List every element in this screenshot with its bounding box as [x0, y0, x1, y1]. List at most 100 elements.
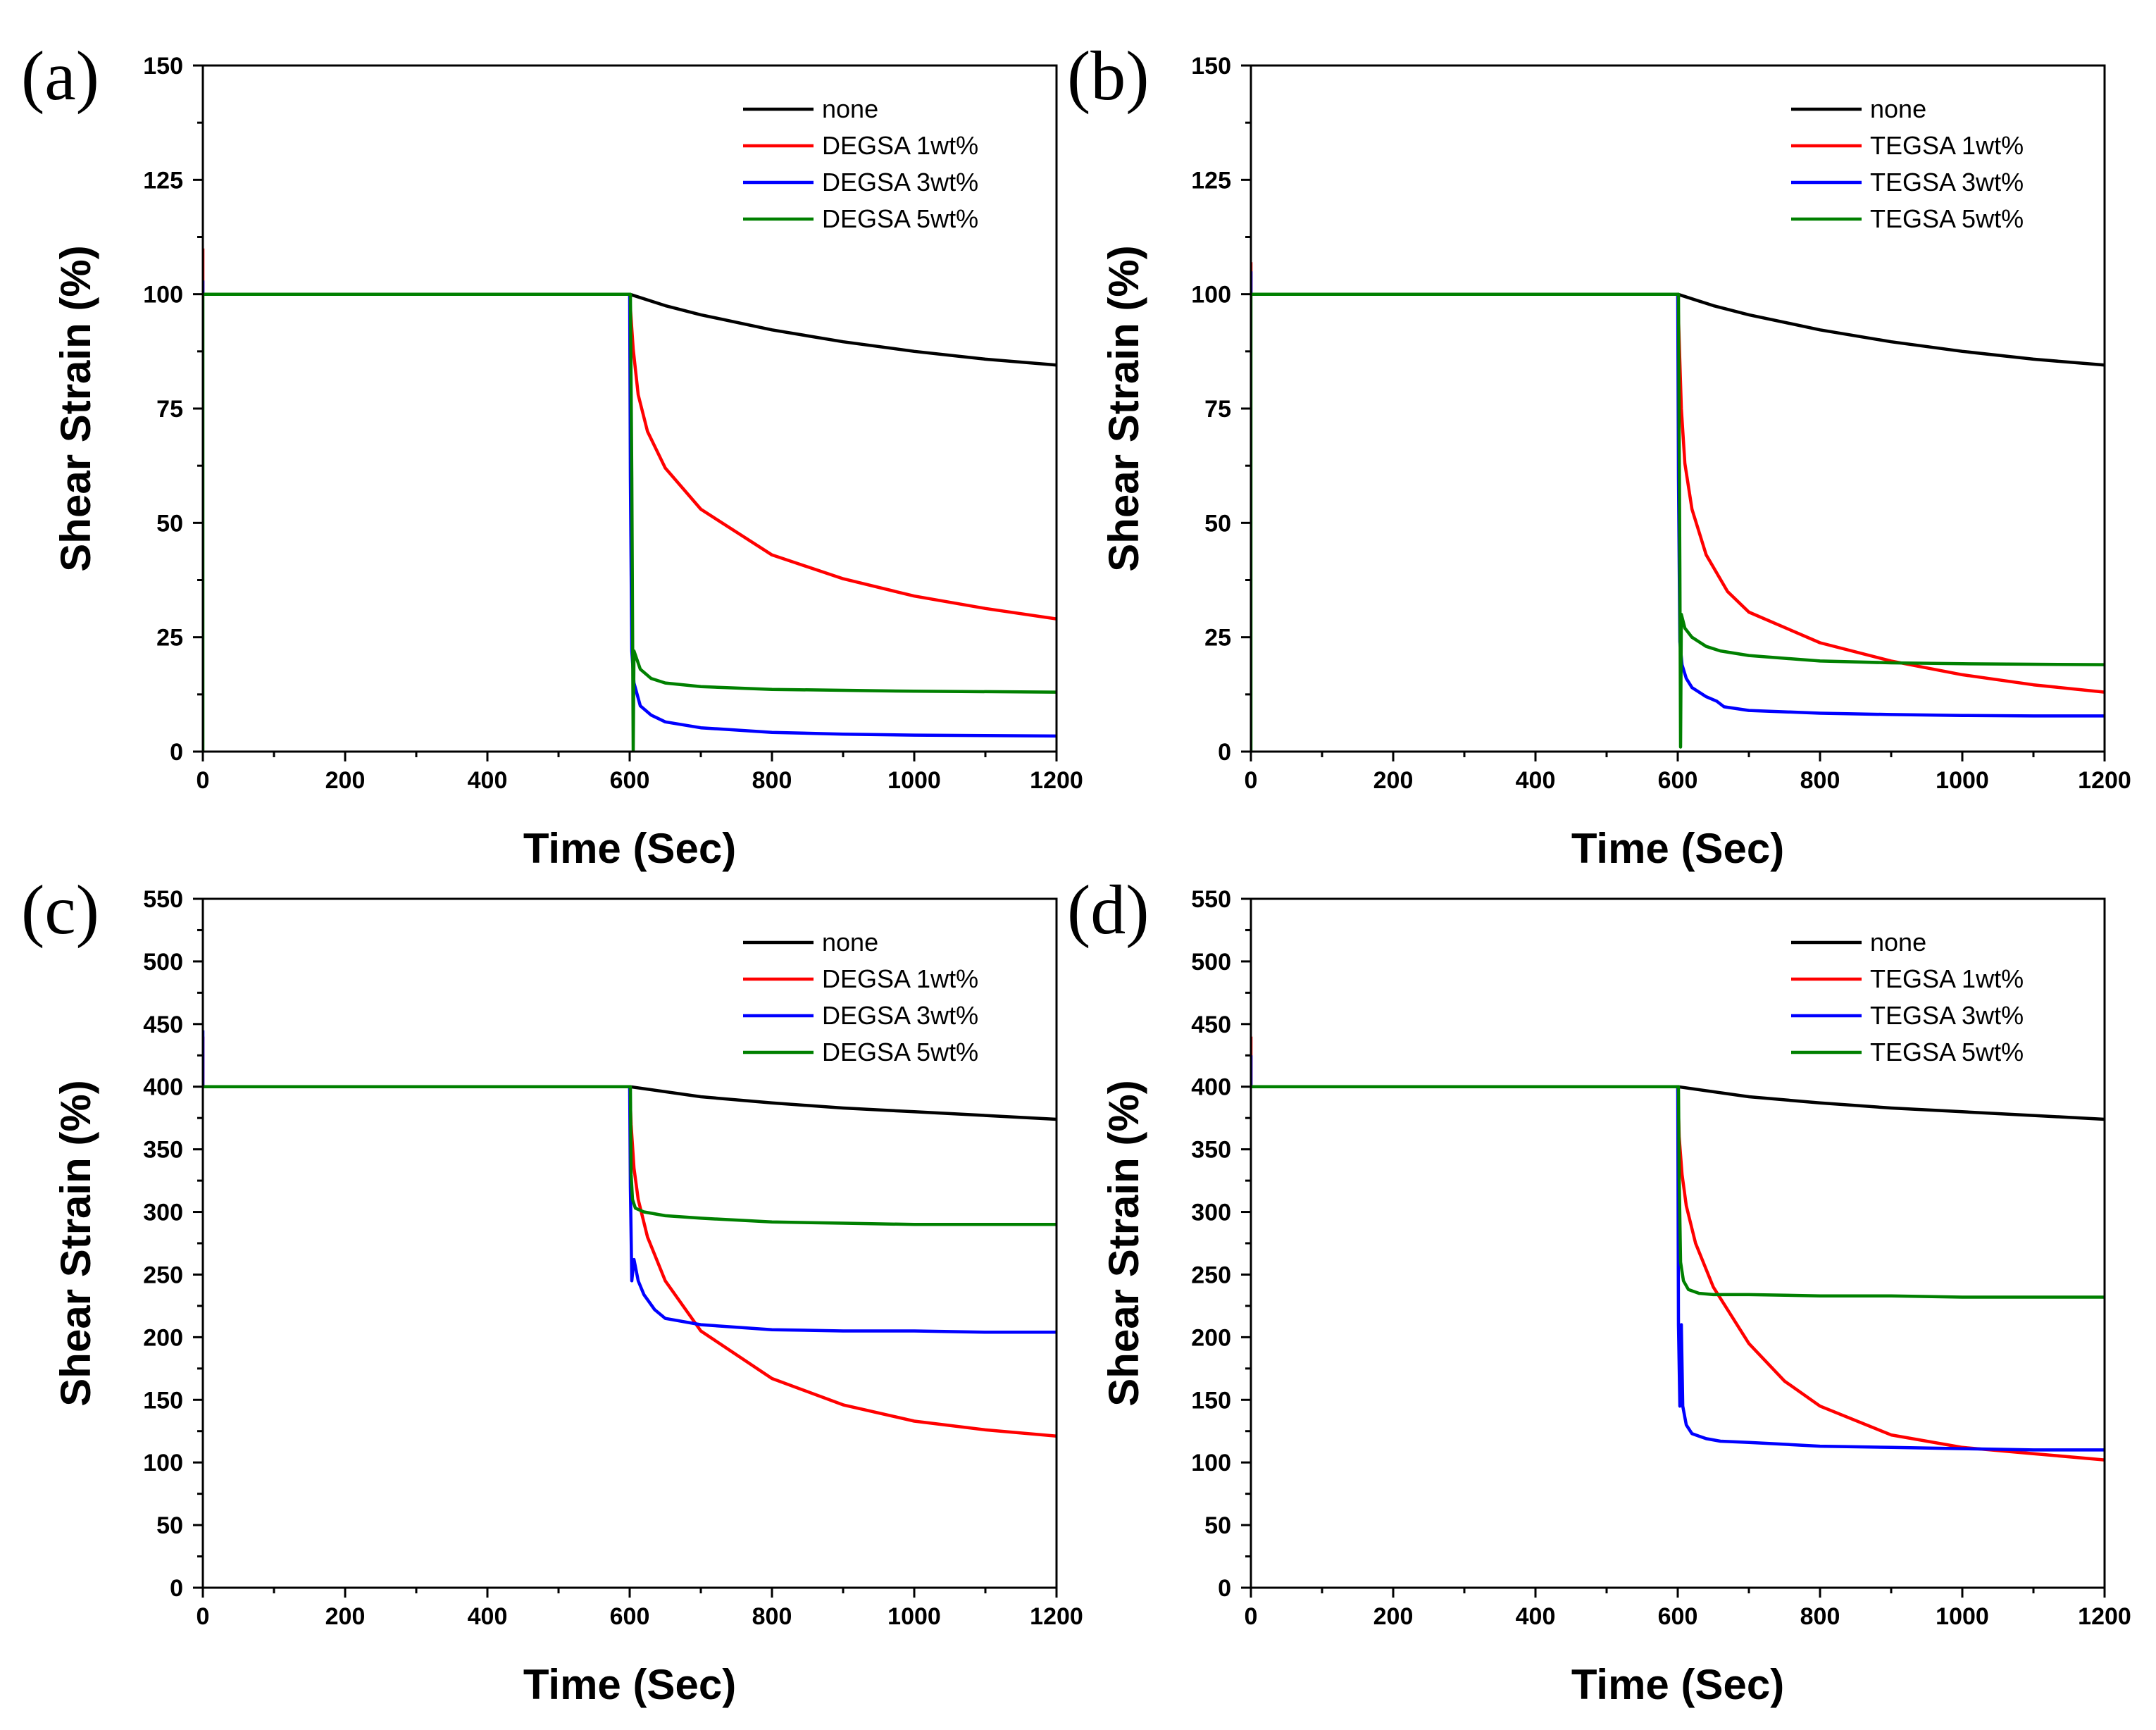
y-tick-label: 100 [143, 282, 183, 309]
plot-frame [201, 64, 1058, 753]
y-tick-label: 550 [143, 886, 183, 913]
plot-frame [201, 897, 1058, 1589]
x-tick-label: 1000 [887, 1603, 941, 1630]
series-line-none [1251, 1085, 2105, 1121]
y-tick-label: 400 [1191, 1074, 1231, 1101]
panel-label: (c) [21, 871, 99, 949]
y-tick-label: 500 [1191, 949, 1231, 976]
y-tick-label: 100 [143, 1450, 183, 1476]
legend-label: TEGSA 5wt% [1870, 1038, 2024, 1066]
series-line-none [1251, 292, 2105, 367]
legend-label: DEGSA 5wt% [822, 204, 978, 233]
x-axis-title: Time (Sec) [1571, 825, 1784, 872]
y-tick-label: 250 [1191, 1262, 1231, 1288]
x-tick-label: 400 [1516, 1603, 1556, 1630]
chart-panel-a: (a) 0 200 400 600 800 1000 1200 0 25 50 75 100 125 150… [21, 37, 1083, 872]
x-tick-label: 600 [1658, 767, 1698, 794]
y-tick-label: 150 [143, 53, 183, 80]
series-line-degsa-5wt- [203, 1085, 1057, 1226]
x-tick-label: 400 [468, 1603, 508, 1630]
legend-label: DEGSA 3wt% [822, 1001, 978, 1030]
y-tick-label: 75 [1204, 396, 1231, 423]
x-tick-label: 1200 [2078, 1603, 2131, 1630]
plot-frame [1250, 64, 2106, 753]
x-tick-label: 200 [1373, 767, 1414, 794]
x-tick-label: 0 [1245, 1603, 1258, 1630]
y-tick-label: 250 [143, 1262, 183, 1288]
x-axis-title: Time (Sec) [523, 1661, 736, 1708]
x-tick-label: 600 [610, 767, 650, 794]
x-tick-label: 0 [197, 1603, 210, 1630]
legend-label: TEGSA 5wt% [1870, 204, 2024, 233]
x-axis-title: Time (Sec) [1571, 1661, 1784, 1708]
x-tick-label: 1000 [1936, 767, 1989, 794]
x-tick-label: 1000 [1936, 1603, 1989, 1630]
y-axis-title: Shear Strain (%) [52, 245, 99, 571]
x-tick-label: 0 [197, 767, 210, 794]
legend-label: DEGSA 1wt% [822, 964, 978, 993]
y-tick-label: 300 [1191, 1200, 1231, 1226]
y-tick-label: 550 [1191, 886, 1231, 913]
y-tick-label: 150 [1191, 53, 1231, 80]
chart-panel-c: (c) 0 200 400 600 800 1000 1200 0 50 100 150 200 250 3… [21, 871, 1083, 1708]
x-tick-label: 800 [752, 1603, 792, 1630]
y-tick-label: 0 [1218, 739, 1231, 766]
y-tick-label: 50 [156, 510, 183, 537]
y-tick-label: 150 [1191, 1387, 1231, 1414]
series-line-tegsa-3wt- [1251, 1055, 2105, 1452]
y-tick-label: 100 [1191, 282, 1231, 309]
y-tick-label: 450 [1191, 1012, 1231, 1038]
y-tick-label: 500 [143, 949, 183, 976]
legend-label: TEGSA 3wt% [1870, 1001, 2024, 1030]
legend-label: none [1870, 928, 1926, 957]
y-tick-label: 75 [156, 396, 183, 423]
y-tick-label: 50 [156, 1512, 183, 1539]
y-tick-label: 400 [143, 1074, 183, 1101]
legend-label: none [822, 94, 878, 123]
y-tick-label: 350 [143, 1137, 183, 1164]
panel-label: (a) [21, 37, 99, 115]
panel-label: (d) [1067, 871, 1149, 949]
x-tick-label: 800 [752, 767, 792, 794]
x-tick-label: 1200 [1030, 1603, 1083, 1630]
legend-label: TEGSA 3wt% [1870, 168, 2024, 197]
y-tick-label: 0 [170, 1575, 183, 1602]
legend-label: DEGSA 5wt% [822, 1038, 978, 1066]
x-tick-label: 0 [1245, 767, 1258, 794]
x-tick-label: 600 [610, 1603, 650, 1630]
series-line-degsa-5wt- [203, 292, 1057, 752]
legend-label: TEGSA 1wt% [1870, 964, 2024, 993]
series-line-tegsa-5wt- [1251, 292, 2105, 752]
y-tick-label: 100 [1191, 1450, 1231, 1476]
y-tick-label: 25 [156, 625, 183, 652]
x-tick-label: 600 [1658, 1603, 1698, 1630]
plot-frame [1250, 897, 2106, 1589]
y-tick-label: 150 [143, 1387, 183, 1414]
x-tick-label: 200 [325, 767, 366, 794]
x-tick-label: 800 [1800, 767, 1840, 794]
chart-panel-b: (b) 0 200 400 600 800 1000 1200 0 25 50 75 100 125 150… [1067, 37, 2131, 872]
y-tick-label: 0 [1218, 1575, 1231, 1602]
panel-label: (b) [1067, 37, 1149, 115]
x-tick-label: 400 [1516, 767, 1556, 794]
x-tick-label: 800 [1800, 1603, 1840, 1630]
legend-label: none [1870, 94, 1926, 123]
y-tick-label: 125 [143, 167, 183, 194]
y-axis-title: Shear Strain (%) [1100, 1080, 1147, 1406]
y-tick-label: 50 [1204, 510, 1231, 537]
x-tick-label: 1000 [887, 767, 941, 794]
legend-label: DEGSA 3wt% [822, 168, 978, 197]
legend-label: TEGSA 1wt% [1870, 131, 2024, 160]
y-tick-label: 300 [143, 1200, 183, 1226]
legend-label: DEGSA 1wt% [822, 131, 978, 160]
x-tick-label: 200 [325, 1603, 366, 1630]
series-line-none [203, 292, 1057, 367]
y-tick-label: 50 [1204, 1512, 1231, 1539]
x-tick-label: 400 [468, 767, 508, 794]
x-tick-label: 1200 [2078, 767, 2131, 794]
series-line-tegsa-5wt- [1251, 1085, 2105, 1299]
y-tick-label: 200 [143, 1324, 183, 1351]
x-tick-label: 1200 [1030, 767, 1083, 794]
chart-panel-d: (d) 0 200 400 600 800 1000 1200 0 50 100 150 200 250 3… [1067, 871, 2131, 1708]
y-tick-label: 25 [1204, 625, 1231, 652]
